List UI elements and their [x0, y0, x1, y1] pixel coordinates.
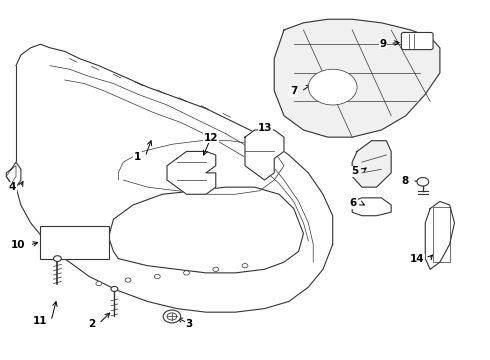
- Text: 2: 2: [88, 319, 95, 329]
- Text: 4: 4: [9, 182, 16, 192]
- Polygon shape: [6, 162, 21, 187]
- Circle shape: [154, 274, 160, 279]
- Text: 11: 11: [33, 316, 47, 326]
- Text: 8: 8: [401, 176, 408, 186]
- Polygon shape: [245, 130, 284, 180]
- Polygon shape: [274, 19, 440, 137]
- Text: 3: 3: [185, 319, 193, 329]
- Bar: [40, 226, 109, 258]
- Text: 10: 10: [11, 240, 26, 250]
- Text: 5: 5: [351, 166, 358, 176]
- Circle shape: [111, 287, 118, 292]
- Polygon shape: [167, 152, 216, 194]
- Circle shape: [125, 278, 131, 282]
- Circle shape: [417, 177, 429, 186]
- Circle shape: [96, 282, 102, 286]
- Text: 7: 7: [290, 86, 297, 96]
- Circle shape: [167, 313, 177, 320]
- Circle shape: [184, 271, 190, 275]
- Text: 6: 6: [350, 198, 357, 208]
- Text: 13: 13: [258, 123, 273, 133]
- Circle shape: [163, 310, 181, 323]
- Text: 1: 1: [134, 152, 141, 162]
- Circle shape: [308, 69, 357, 105]
- Polygon shape: [425, 202, 455, 269]
- Text: 12: 12: [204, 133, 218, 143]
- Circle shape: [53, 256, 61, 261]
- Polygon shape: [352, 198, 391, 216]
- Circle shape: [242, 264, 248, 268]
- Polygon shape: [352, 141, 391, 187]
- Bar: [433, 207, 450, 262]
- FancyBboxPatch shape: [401, 32, 433, 50]
- Text: 9: 9: [379, 39, 386, 49]
- Text: 14: 14: [410, 254, 425, 264]
- Circle shape: [213, 267, 219, 271]
